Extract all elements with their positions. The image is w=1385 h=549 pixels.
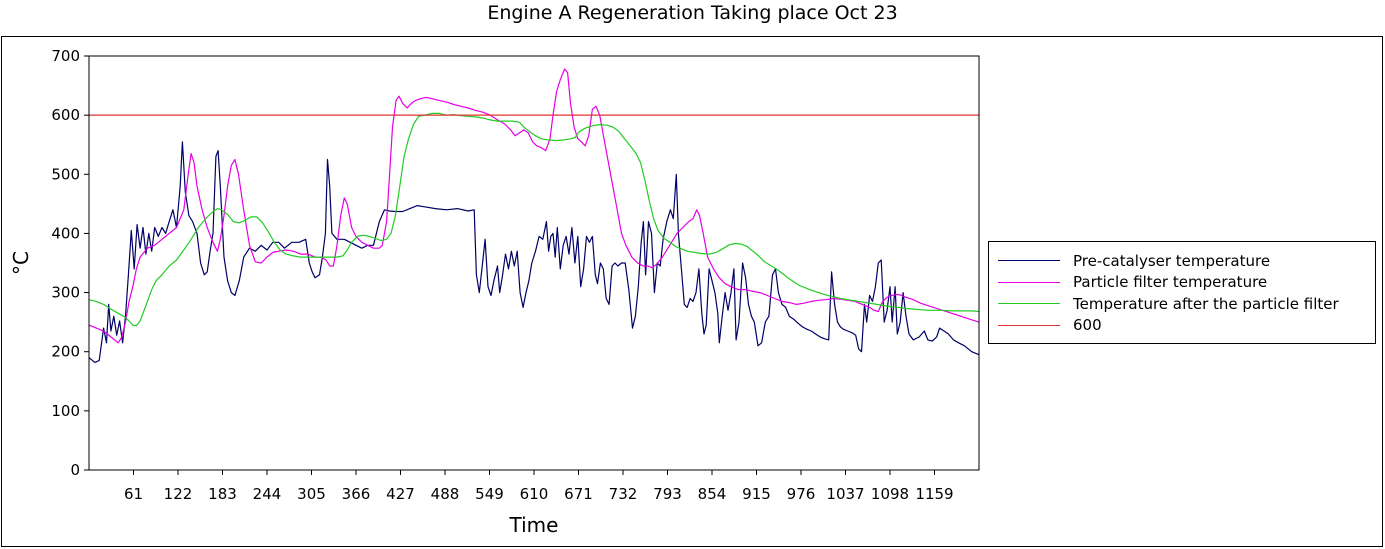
x-tick-label-17: 1098 — [871, 485, 909, 503]
legend: Pre-catalyser temperature Particle filte… — [988, 241, 1376, 344]
x-tick-label-4: 305 — [297, 485, 326, 503]
y-axis-label: °C — [9, 251, 33, 275]
legend-label-pre-catalyser: Pre-catalyser temperature — [1073, 251, 1271, 270]
legend-item-pre-catalyser: Pre-catalyser temperature — [989, 250, 1375, 272]
y-tick-label-4: 400 — [51, 224, 80, 242]
y-tick-label-0: 0 — [70, 461, 80, 479]
y-tick-label-2: 200 — [51, 343, 80, 361]
series-layer — [88, 68, 980, 363]
legend-swatch-threshold-600 — [998, 324, 1060, 326]
x-tick-label-6: 427 — [386, 485, 415, 503]
x-axis-label: Time — [509, 513, 559, 537]
x-tick-label-9: 610 — [520, 485, 549, 503]
plot-area — [88, 55, 980, 471]
axis-layer: 0 100 200 300 400 500 600 700 61 122 183 244 305 366 4… — [51, 47, 953, 503]
y-tick-label-6: 600 — [51, 106, 80, 124]
legend-label-particle-filter: Particle filter temperature — [1073, 273, 1268, 292]
legend-swatch-particle-filter — [998, 281, 1060, 283]
x-tick-label-13: 854 — [698, 485, 727, 503]
legend-label-after-filter: Temperature after the particle filter — [1073, 294, 1339, 313]
legend-swatch-pre-catalyser — [998, 260, 1060, 262]
x-tick-label-10: 671 — [564, 485, 593, 503]
series-line-0 — [88, 141, 980, 363]
x-tick-label-0: 61 — [124, 485, 143, 503]
x-tick-label-12: 793 — [653, 485, 682, 503]
x-tick-label-8: 549 — [475, 485, 504, 503]
x-tick-label-7: 488 — [431, 485, 460, 503]
x-tick-label-3: 244 — [253, 485, 282, 503]
x-tick-label-18: 1159 — [915, 485, 953, 503]
chart-frame — [1, 36, 1383, 547]
y-tick-label-3: 300 — [51, 284, 80, 302]
legend-label-threshold-600: 600 — [1073, 316, 1102, 335]
legend-item-particle-filter: Particle filter temperature — [989, 272, 1375, 294]
x-tick-label-5: 366 — [342, 485, 371, 503]
legend-item-after-filter: Temperature after the particle filter — [989, 293, 1375, 315]
x-tick-label-2: 183 — [208, 485, 237, 503]
x-tick-label-11: 732 — [609, 485, 638, 503]
x-tick-label-1: 122 — [164, 485, 193, 503]
legend-swatch-after-filter — [998, 303, 1060, 305]
y-tick-label-7: 700 — [51, 47, 80, 65]
x-tick-label-14: 915 — [742, 485, 771, 503]
series-line-2 — [88, 112, 980, 327]
series-line-1 — [88, 68, 980, 344]
y-tick-label-1: 100 — [51, 402, 80, 420]
legend-item-threshold-600: 600 — [989, 315, 1375, 337]
x-tick-label-15: 976 — [787, 485, 816, 503]
chart-title: Engine A Regeneration Taking place Oct 2… — [487, 2, 898, 24]
x-tick-label-16: 1037 — [826, 485, 864, 503]
y-tick-label-5: 500 — [51, 165, 80, 183]
